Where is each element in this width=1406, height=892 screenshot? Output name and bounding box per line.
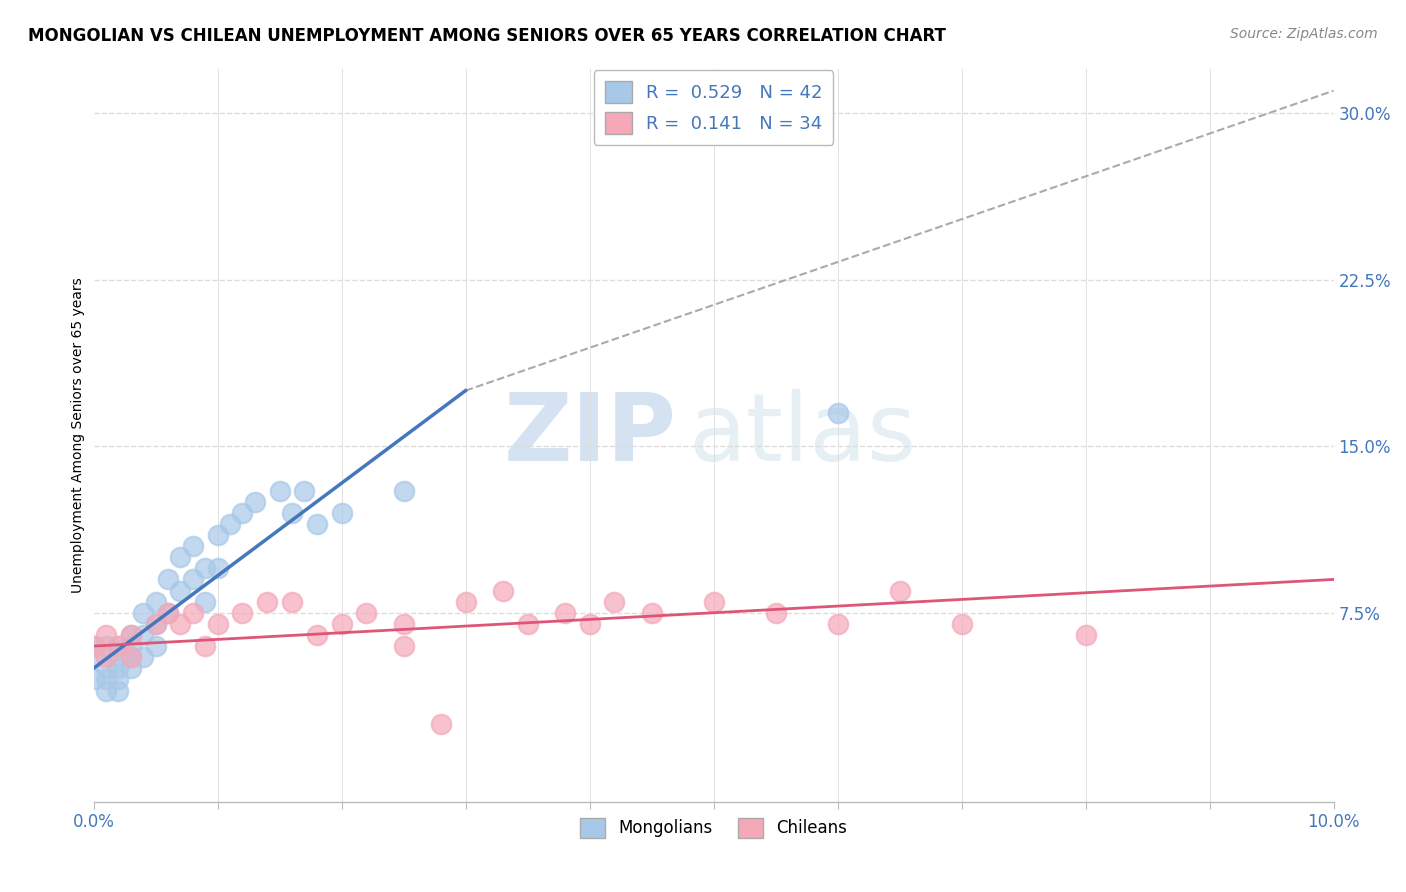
Point: [156, 606, 179, 620]
Point: [120, 650, 142, 665]
Point: [120, 650, 142, 665]
Point: [94, 628, 117, 642]
Point: [145, 616, 167, 631]
Point: [107, 639, 129, 653]
Point: [330, 506, 353, 520]
Point: [554, 606, 576, 620]
Point: [181, 573, 204, 587]
Point: [156, 606, 179, 620]
Point: [120, 661, 142, 675]
Point: [120, 639, 142, 653]
Point: [827, 406, 849, 420]
Point: [181, 606, 204, 620]
Point: [603, 594, 626, 608]
Point: [492, 583, 515, 598]
Text: atlas: atlas: [689, 389, 917, 481]
Text: Source: ZipAtlas.com: Source: ZipAtlas.com: [1230, 27, 1378, 41]
Text: MONGOLIAN VS CHILEAN UNEMPLOYMENT AMONG SENIORS OVER 65 YEARS CORRELATION CHART: MONGOLIAN VS CHILEAN UNEMPLOYMENT AMONG …: [28, 27, 946, 45]
Legend: Mongolians, Chileans: Mongolians, Chileans: [574, 811, 853, 845]
Point: [950, 616, 973, 631]
Point: [107, 661, 129, 675]
Point: [392, 483, 415, 498]
Point: [207, 561, 229, 575]
Point: [181, 539, 204, 553]
Point: [194, 639, 217, 653]
Point: [516, 616, 538, 631]
Point: [765, 606, 787, 620]
Point: [94, 683, 117, 698]
Point: [132, 606, 155, 620]
Point: [145, 616, 167, 631]
Point: [330, 616, 353, 631]
Point: [169, 583, 191, 598]
Y-axis label: Unemployment Among Seniors over 65 years: Unemployment Among Seniors over 65 years: [72, 277, 86, 593]
Point: [120, 628, 142, 642]
Point: [392, 616, 415, 631]
Point: [269, 483, 291, 498]
Point: [231, 506, 253, 520]
Point: [889, 583, 911, 598]
Point: [207, 528, 229, 542]
Point: [827, 616, 849, 631]
Point: [194, 561, 217, 575]
Point: [305, 628, 328, 642]
Point: [305, 516, 328, 531]
Point: [107, 639, 129, 653]
Point: [107, 683, 129, 698]
Point: [281, 594, 304, 608]
Point: [281, 506, 304, 520]
Point: [243, 494, 266, 508]
Point: [356, 606, 378, 620]
Point: [83, 673, 105, 687]
Point: [132, 628, 155, 642]
Point: [454, 594, 477, 608]
Point: [169, 616, 191, 631]
Point: [640, 606, 662, 620]
Point: [132, 650, 155, 665]
Text: ZIP: ZIP: [503, 389, 676, 481]
Point: [145, 639, 167, 653]
Point: [256, 594, 278, 608]
Point: [429, 716, 451, 731]
Point: [207, 616, 229, 631]
Point: [292, 483, 315, 498]
Point: [231, 606, 253, 620]
Point: [120, 628, 142, 642]
Point: [107, 673, 129, 687]
Point: [194, 594, 217, 608]
Point: [145, 594, 167, 608]
Point: [107, 650, 129, 665]
Point: [94, 639, 117, 653]
Point: [578, 616, 600, 631]
Point: [702, 594, 724, 608]
Point: [94, 650, 117, 665]
Point: [219, 516, 242, 531]
Point: [94, 673, 117, 687]
Point: [1074, 628, 1097, 642]
Point: [83, 639, 105, 653]
Point: [83, 639, 105, 653]
Point: [94, 661, 117, 675]
Point: [169, 550, 191, 565]
Point: [156, 573, 179, 587]
Point: [83, 650, 105, 665]
Point: [392, 639, 415, 653]
